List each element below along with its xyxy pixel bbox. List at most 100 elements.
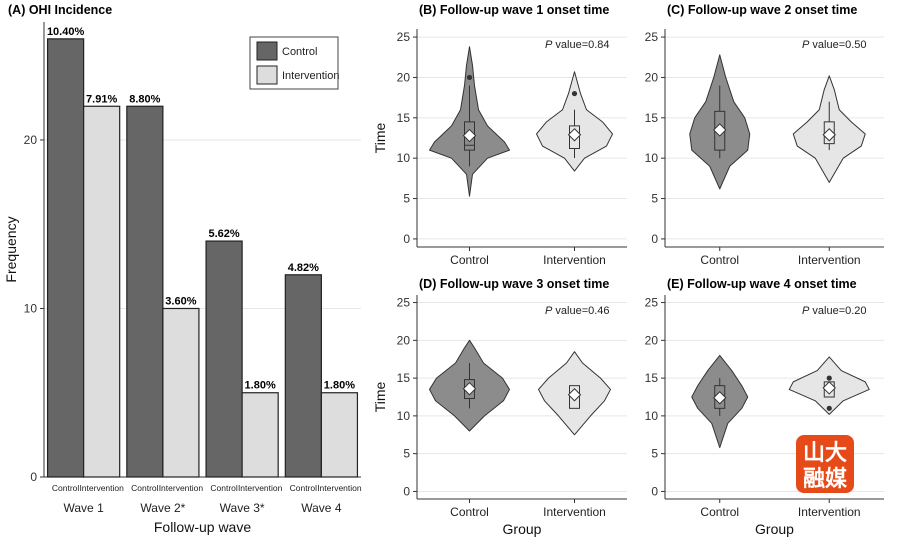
panel-title: (C) Follow-up wave 2 onset time bbox=[667, 3, 857, 17]
p-value-symbol: P bbox=[545, 305, 553, 317]
panel-b: (B) Follow-up wave 1 onset time 0 5 10 15 20 2… bbox=[372, 3, 627, 267]
bar-intervention bbox=[241, 392, 279, 478]
y-tick-label: 25 bbox=[645, 30, 659, 44]
bar-value-label: 4.82% bbox=[288, 262, 319, 274]
p-value-symbol: P bbox=[802, 305, 810, 317]
bar-sub-label: Intervention bbox=[238, 483, 283, 493]
p-value-label: P value=0.46 bbox=[545, 305, 610, 317]
p-value-label: P value=0.20 bbox=[802, 305, 867, 317]
outlier-point bbox=[571, 90, 578, 97]
y-tick-label: 5 bbox=[403, 192, 410, 206]
bar-value-label: 1.80% bbox=[324, 380, 355, 392]
mean-diamond bbox=[462, 128, 477, 143]
bar-sub-label: Intervention bbox=[159, 483, 204, 493]
mean-diamond bbox=[567, 388, 582, 402]
watermark-text: 融媒 bbox=[803, 466, 848, 492]
y-axis-title: Time bbox=[372, 381, 388, 412]
y-tick-label: 0 bbox=[30, 470, 37, 484]
bar-intervention bbox=[320, 392, 359, 478]
watermark-background bbox=[796, 435, 854, 493]
panel-title: (E) Follow-up wave 4 onset time bbox=[667, 277, 857, 291]
panel-title: (B) Follow-up wave 1 onset time bbox=[419, 3, 609, 17]
bar-intervention bbox=[83, 105, 121, 478]
x-category-label: Control bbox=[450, 505, 489, 519]
legend-label: Intervention bbox=[282, 70, 339, 82]
y-tick-label: 20 bbox=[24, 133, 38, 147]
bar-intervention bbox=[162, 307, 200, 478]
legend: Control Intervention bbox=[249, 36, 339, 90]
p-value-text: value=0.20 bbox=[809, 305, 866, 317]
x-axis-title: Group bbox=[755, 521, 794, 537]
bar-value-label: 10.40% bbox=[47, 26, 85, 38]
x-category-label: Wave 1 bbox=[64, 501, 105, 515]
bar-control bbox=[205, 240, 243, 478]
y-tick-label: 15 bbox=[645, 371, 659, 385]
x-category-label: Intervention bbox=[543, 505, 606, 519]
panel-e: (E) Follow-up wave 4 onset time 0 5 10 15 20 2… bbox=[645, 277, 884, 537]
y-tick-label: 5 bbox=[403, 447, 410, 461]
y-tick-label: 0 bbox=[651, 484, 658, 498]
x-category-label: Wave 4 bbox=[301, 501, 342, 515]
y-tick-label: 25 bbox=[397, 30, 411, 44]
panel-title: (D) Follow-up wave 3 onset time bbox=[419, 277, 609, 291]
x-category-label: Control bbox=[450, 253, 489, 267]
mean-diamond bbox=[822, 381, 836, 395]
panel-d: (D) Follow-up wave 3 onset time 0 5 10 15 20 2… bbox=[372, 277, 627, 537]
bar-control bbox=[284, 274, 322, 478]
y-axis-title: Frequency bbox=[3, 216, 19, 282]
y-tick-label: 10 bbox=[397, 151, 411, 165]
bar-value-label: 1.80% bbox=[245, 380, 276, 392]
y-tick-label: 0 bbox=[651, 232, 658, 246]
x-category-label: Wave 3* bbox=[220, 501, 265, 515]
mean-diamond bbox=[713, 123, 727, 137]
panel-c: (C) Follow-up wave 2 onset time 0 5 10 15 20 2… bbox=[645, 3, 884, 267]
y-tick-label: 15 bbox=[397, 371, 411, 385]
y-tick-label: 10 bbox=[645, 151, 659, 165]
bar-control bbox=[46, 38, 85, 478]
x-category-label: Control bbox=[700, 253, 739, 267]
bar-sub-label: Control bbox=[52, 483, 80, 493]
p-value-symbol: P bbox=[545, 39, 553, 51]
y-tick-label: 10 bbox=[24, 301, 38, 315]
bar-control bbox=[126, 105, 164, 478]
p-value-text: value=0.46 bbox=[552, 305, 609, 317]
x-axis-title: Group bbox=[503, 521, 542, 537]
bar-sub-label: Control bbox=[210, 483, 238, 493]
p-value-text: value=0.50 bbox=[809, 39, 866, 51]
mean-diamond bbox=[822, 128, 836, 142]
y-tick-label: 0 bbox=[403, 484, 410, 498]
x-category-label: Intervention bbox=[798, 505, 861, 519]
legend-label: Control bbox=[282, 46, 317, 58]
y-tick-label: 0 bbox=[403, 232, 410, 246]
y-tick-label: 5 bbox=[651, 192, 658, 206]
p-value-label: P value=0.84 bbox=[545, 39, 610, 51]
bar-value-label: 7.91% bbox=[86, 93, 117, 105]
mean-diamond bbox=[462, 381, 477, 396]
y-tick-label: 15 bbox=[645, 111, 659, 125]
bar-value-label: 8.80% bbox=[129, 93, 160, 105]
panel-a-title: (A) OHI Incidence bbox=[8, 3, 112, 17]
outlier-point bbox=[826, 375, 832, 381]
mean-diamond bbox=[567, 128, 582, 142]
y-tick-label: 25 bbox=[645, 296, 659, 310]
y-tick-label: 15 bbox=[397, 111, 411, 125]
x-category-label: Wave 2* bbox=[140, 501, 185, 515]
y-tick-label: 20 bbox=[645, 333, 659, 347]
y-tick-label: 20 bbox=[397, 333, 411, 347]
y-tick-label: 5 bbox=[651, 447, 658, 461]
watermark-text: 山大 bbox=[803, 441, 847, 466]
y-tick-label: 20 bbox=[397, 70, 411, 84]
x-category-label: Intervention bbox=[798, 253, 861, 267]
bar-sub-label: Control bbox=[131, 483, 159, 493]
p-value-label: P value=0.50 bbox=[802, 39, 867, 51]
mean-diamond bbox=[713, 391, 727, 405]
y-tick-label: 20 bbox=[645, 70, 659, 84]
legend-swatch-control bbox=[256, 41, 278, 61]
bar-sub-label: Intervention bbox=[317, 483, 362, 493]
x-category-label: Intervention bbox=[543, 253, 606, 267]
bar-value-label: 5.62% bbox=[208, 228, 239, 240]
bar-value-label: 3.60% bbox=[165, 295, 196, 307]
